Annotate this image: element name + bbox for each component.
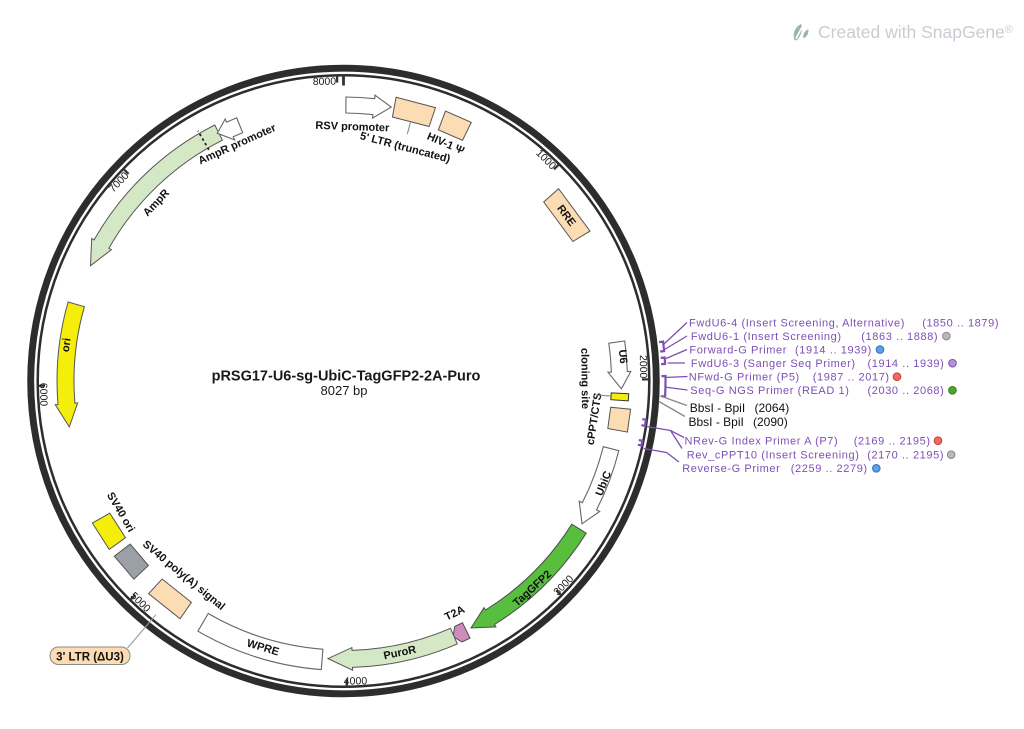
svg-text:(1914 .. 1939): (1914 .. 1939)	[868, 358, 945, 370]
svg-text:(1987 .. 2017): (1987 .. 2017)	[813, 372, 890, 384]
svg-text:U6: U6	[616, 349, 629, 364]
svg-text:FwdU6-4 (Insert Screening, Alt: FwdU6-4 (Insert Screening, Alternative)	[689, 317, 905, 329]
svg-text:BbsI - BpiI: BbsI - BpiI	[689, 415, 744, 429]
svg-text:(2030 .. 2068): (2030 .. 2068)	[868, 385, 945, 397]
svg-text:3' LTR (ΔU3): 3' LTR (ΔU3)	[56, 652, 124, 664]
svg-text:BbsI - BpiI: BbsI - BpiI	[690, 401, 745, 415]
svg-text:(2259 .. 2279): (2259 .. 2279)	[791, 463, 868, 475]
svg-text:(2170 .. 2195): (2170 .. 2195)	[867, 450, 944, 462]
svg-text:(1863 .. 1888): (1863 .. 1888)	[861, 331, 938, 343]
svg-text:Seq-G NGS Primer (READ 1): Seq-G NGS Primer (READ 1)	[690, 385, 849, 397]
svg-text:Reverse-G Primer: Reverse-G Primer	[682, 463, 780, 475]
svg-text:8000: 8000	[313, 76, 337, 88]
svg-text:NRev-G Index Primer A (P7): NRev-G Index Primer A (P7)	[685, 436, 839, 448]
svg-text:Rev_cPPT10 (Insert Screening): Rev_cPPT10 (Insert Screening)	[687, 450, 860, 462]
svg-text:ori: ori	[60, 337, 74, 352]
svg-text:6000: 6000	[37, 383, 49, 407]
svg-text:Forward-G Primer: Forward-G Primer	[689, 344, 787, 356]
svg-text:Created with SnapGene®: Created with SnapGene®	[818, 22, 1013, 42]
svg-text:(1850 .. 1879): (1850 .. 1879)	[922, 317, 999, 329]
svg-text:(1914 .. 1939): (1914 .. 1939)	[795, 344, 872, 356]
svg-text:NFwd-G Primer (P5): NFwd-G Primer (P5)	[689, 372, 800, 384]
svg-text:(2169 .. 2195): (2169 .. 2195)	[854, 436, 931, 448]
svg-text:(2064): (2064)	[755, 401, 790, 415]
svg-text:2000: 2000	[637, 355, 649, 379]
svg-text:FwdU6-1 (Insert Screening): FwdU6-1 (Insert Screening)	[691, 331, 842, 343]
svg-text:FwdU6-3 (Sanger Seq Primer): FwdU6-3 (Sanger Seq Primer)	[691, 358, 856, 370]
svg-text:cloning site: cloning site	[578, 348, 591, 409]
svg-text:(2090): (2090)	[753, 415, 788, 429]
svg-text:4000: 4000	[344, 675, 368, 687]
svg-text:8027 bp: 8027 bp	[321, 383, 368, 398]
